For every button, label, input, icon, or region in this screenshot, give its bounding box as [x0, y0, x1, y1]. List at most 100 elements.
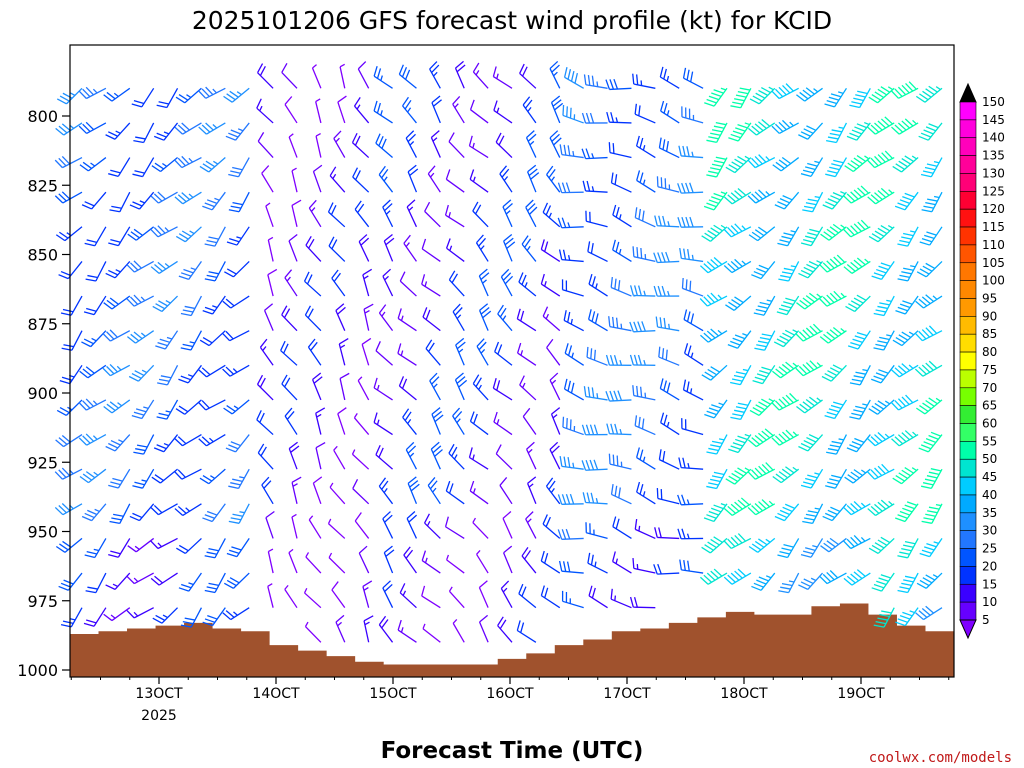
wind-barb [546, 338, 561, 366]
wind-barb [382, 199, 394, 228]
wind-barb [281, 62, 298, 89]
wind-barb [452, 619, 465, 643]
wind-barb [402, 408, 417, 435]
wind-barb [383, 233, 395, 262]
wind-barb [561, 279, 584, 297]
terrain-layer [70, 603, 954, 677]
wind-barb [382, 580, 394, 608]
wind-barb [331, 269, 346, 297]
wind-barb [221, 330, 250, 342]
wind-barb [406, 199, 418, 228]
wind-barb [654, 215, 680, 228]
wind-barb [478, 303, 492, 331]
wind-barb [281, 305, 298, 332]
wind-barb [445, 238, 465, 262]
wind-barb [430, 130, 441, 158]
wind-barb [448, 586, 465, 609]
colorbar-label: 35 [982, 506, 997, 520]
wind-barb [60, 295, 83, 316]
wind-barb [820, 537, 847, 553]
wind-barb [397, 343, 417, 366]
wind-barb [421, 274, 441, 297]
colorbar: 5 10 15 20 25 30 35 40 45 50 55 60 65 70 75 80 85 90 95 100… [959, 82, 1005, 640]
wind-barb [362, 268, 373, 297]
wind-barb [522, 407, 537, 435]
wind-barb [825, 468, 848, 489]
colorbar-swatch [959, 333, 977, 353]
wind-barb [518, 272, 537, 297]
wind-barb [586, 346, 608, 366]
wind-barb [540, 273, 561, 297]
wind-barb [468, 447, 489, 470]
wind-barb [778, 572, 800, 594]
wind-barb [843, 569, 871, 586]
wind-barb [723, 223, 752, 238]
wind-barb [730, 399, 752, 421]
wind-barb [354, 512, 370, 539]
wind-barb [198, 399, 226, 411]
wind-barb [915, 294, 943, 309]
x-tick-label: 14OCT [252, 686, 300, 702]
wind-barb [890, 394, 919, 411]
colorbar-swatch [959, 566, 977, 585]
wind-barb [559, 455, 584, 470]
wind-barb [445, 480, 465, 505]
wind-barb [819, 254, 847, 273]
wind-barb [61, 330, 83, 351]
wind-barb [525, 441, 537, 470]
wind-barb [204, 572, 226, 594]
wind-barb [406, 511, 418, 539]
y-axis: 800 825 850 875 900 925 950 975 1000 [17, 107, 70, 680]
wind-barb [518, 583, 537, 609]
wind-barb [455, 337, 466, 366]
wind-barb [776, 295, 800, 316]
wind-barb [796, 292, 823, 310]
wind-barb [497, 304, 513, 332]
wind-barb [180, 330, 203, 351]
wind-barb [918, 431, 943, 453]
wind-barb [291, 476, 302, 504]
wind-barb [497, 616, 513, 643]
wind-barb [629, 354, 656, 366]
wind-barb [102, 364, 131, 377]
wind-barb [261, 476, 274, 505]
wind-barb [730, 87, 752, 109]
wind-barb [78, 398, 107, 411]
wind-barb [752, 364, 776, 385]
wind-barb [102, 329, 131, 342]
wind-barb [373, 377, 393, 401]
wind-barb [677, 494, 704, 506]
wind-barb [824, 87, 847, 108]
wind-barb [920, 468, 943, 490]
wind-barb [261, 165, 274, 193]
wind-barb [915, 605, 943, 621]
wind-barb [868, 536, 895, 555]
wind-barb [891, 363, 919, 378]
wind-barb [634, 103, 656, 124]
wind-barb [914, 325, 943, 342]
wind-barb [610, 588, 632, 609]
wind-barb [581, 112, 608, 124]
colorbar-label: 60 [982, 417, 997, 431]
wind-barb [546, 165, 561, 193]
wind-barb [311, 372, 323, 401]
colorbar-swatch [959, 208, 977, 228]
wind-barb [773, 329, 800, 348]
wind-barb [725, 295, 752, 311]
wind-barb [378, 165, 394, 193]
colorbar-swatch [959, 369, 977, 389]
wind-barb [81, 330, 107, 348]
wind-barb [825, 157, 848, 178]
wind-barb [519, 375, 537, 401]
wind-barb [472, 374, 489, 401]
wind-barb [867, 116, 895, 135]
colorbar-label: 40 [982, 488, 997, 502]
wind-barb [267, 268, 278, 297]
wind-barb [892, 155, 919, 173]
colorbar-label: 95 [982, 291, 997, 305]
wind-barb [774, 191, 800, 210]
wind-barb [103, 87, 131, 102]
wind-barb [225, 434, 250, 453]
wind-barb [921, 503, 943, 524]
wind-barb [583, 386, 608, 401]
